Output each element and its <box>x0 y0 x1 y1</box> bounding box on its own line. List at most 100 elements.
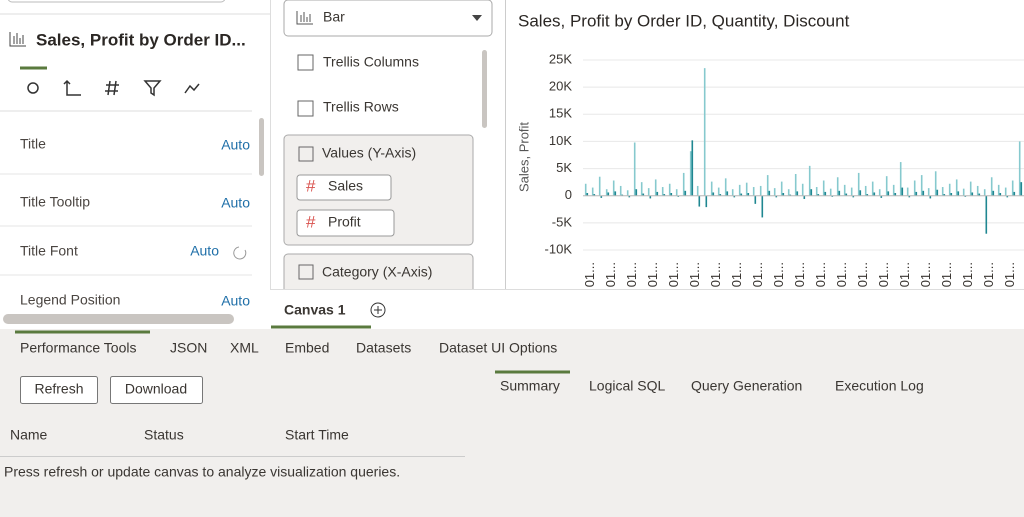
x-tick-label: 01... <box>813 262 828 287</box>
bar <box>843 184 846 196</box>
y-tick-label: 20K <box>549 79 572 94</box>
bar <box>740 193 743 196</box>
bar <box>586 193 589 196</box>
x-tick-label: 01... <box>624 262 639 287</box>
bar <box>941 187 944 196</box>
bar <box>845 193 848 196</box>
bar <box>759 185 762 196</box>
sub-tab[interactable]: Query Generation <box>691 378 802 394</box>
sub-tab[interactable]: Summary <box>500 378 560 394</box>
filter-tab[interactable] <box>143 80 162 97</box>
dev-tab[interactable]: Datasets <box>356 340 411 356</box>
download-button[interactable] <box>110 376 203 404</box>
bar <box>682 172 685 196</box>
bar <box>943 194 946 196</box>
property-value[interactable]: Auto <box>221 195 250 211</box>
x-tick-label: 01... <box>834 262 849 287</box>
dev-tab[interactable]: Embed <box>285 340 329 356</box>
bar <box>997 184 1000 196</box>
x-tick-label: 01... <box>981 262 996 287</box>
sub-tab[interactable]: Execution Log <box>835 378 924 394</box>
bar <box>745 182 748 196</box>
measure-pill[interactable] <box>296 209 395 237</box>
scrollbar[interactable] <box>259 118 264 176</box>
property-value[interactable]: Auto <box>190 243 219 259</box>
refresh-button[interactable] <box>20 376 98 404</box>
dev-tab[interactable]: Performance Tools <box>20 340 136 356</box>
viz-type-select[interactable] <box>283 0 493 37</box>
reset-icon[interactable] <box>233 246 247 260</box>
bar <box>873 192 876 196</box>
measure-name: Sales <box>328 178 363 194</box>
property-value[interactable]: Auto <box>221 137 250 153</box>
chart: Sales, Profit by Order ID, Quantity, Dis… <box>516 11 1024 287</box>
number-icon: # <box>306 212 316 231</box>
dev-tab[interactable]: XML <box>230 340 259 356</box>
canvas-tab-bar <box>271 289 1024 329</box>
bar <box>796 191 799 196</box>
bar <box>712 192 715 196</box>
bar <box>663 194 666 196</box>
bar-icon <box>296 11 313 25</box>
canvas-tab[interactable]: Canvas 1 <box>284 302 346 318</box>
x-tick-label: 01... <box>897 262 912 287</box>
dev-tab[interactable]: Dataset UI Options <box>439 340 557 356</box>
trellis-icon <box>297 100 314 117</box>
bar <box>838 190 841 196</box>
x-tick-label: 01... <box>960 262 975 287</box>
bar <box>787 189 790 196</box>
bar <box>598 176 601 196</box>
column-header: Name <box>10 427 48 443</box>
bar <box>591 187 594 196</box>
bar <box>733 195 736 198</box>
chart-title: Sales, Profit by Order ID, Quantity, Dis… <box>518 11 850 30</box>
x-tick-label: 01... <box>645 262 660 287</box>
add-canvas[interactable] <box>370 302 386 318</box>
bar <box>908 195 911 198</box>
x-tick-label: 01... <box>792 262 807 287</box>
number-tab[interactable] <box>105 80 119 96</box>
axis-tab[interactable] <box>63 79 81 96</box>
bar <box>640 182 643 196</box>
column-header: Status <box>144 427 184 443</box>
bar <box>964 195 967 197</box>
measure-pill[interactable] <box>296 174 392 201</box>
trellis-rows[interactable]: Trellis Rows <box>323 99 399 115</box>
bar <box>901 187 904 196</box>
bar <box>593 194 596 196</box>
bar <box>934 171 937 196</box>
bar <box>647 188 650 196</box>
bar <box>957 191 960 196</box>
search-box[interactable] <box>7 0 226 3</box>
h-scrollbar[interactable] <box>3 314 234 324</box>
bar <box>866 194 869 196</box>
dev-tab[interactable]: JSON <box>170 340 207 356</box>
properties-panel <box>0 0 270 328</box>
bar <box>971 192 974 196</box>
settings-tab[interactable] <box>27 82 39 94</box>
bar <box>584 183 587 196</box>
scrollbar[interactable] <box>482 50 487 128</box>
property-label: Title Font <box>20 243 78 259</box>
bar <box>724 178 727 196</box>
bar <box>817 194 820 196</box>
bar <box>782 193 785 196</box>
bar <box>1013 191 1016 196</box>
bar <box>691 140 694 196</box>
sub-tab[interactable]: Logical SQL <box>589 378 665 394</box>
property-value[interactable]: Auto <box>221 293 250 309</box>
trellis-columns[interactable]: Trellis Columns <box>323 54 419 70</box>
bar <box>654 179 657 196</box>
analytics-tab[interactable] <box>184 83 200 94</box>
bar <box>915 191 918 196</box>
bar <box>992 190 995 196</box>
bar <box>661 187 664 196</box>
x-tick-label: 01... <box>1023 262 1024 287</box>
bar <box>969 181 972 196</box>
bar <box>1004 187 1007 196</box>
bar <box>1006 195 1009 198</box>
bar <box>628 195 631 198</box>
bar <box>726 191 729 196</box>
bar <box>621 194 624 196</box>
bar-icon <box>9 32 26 47</box>
